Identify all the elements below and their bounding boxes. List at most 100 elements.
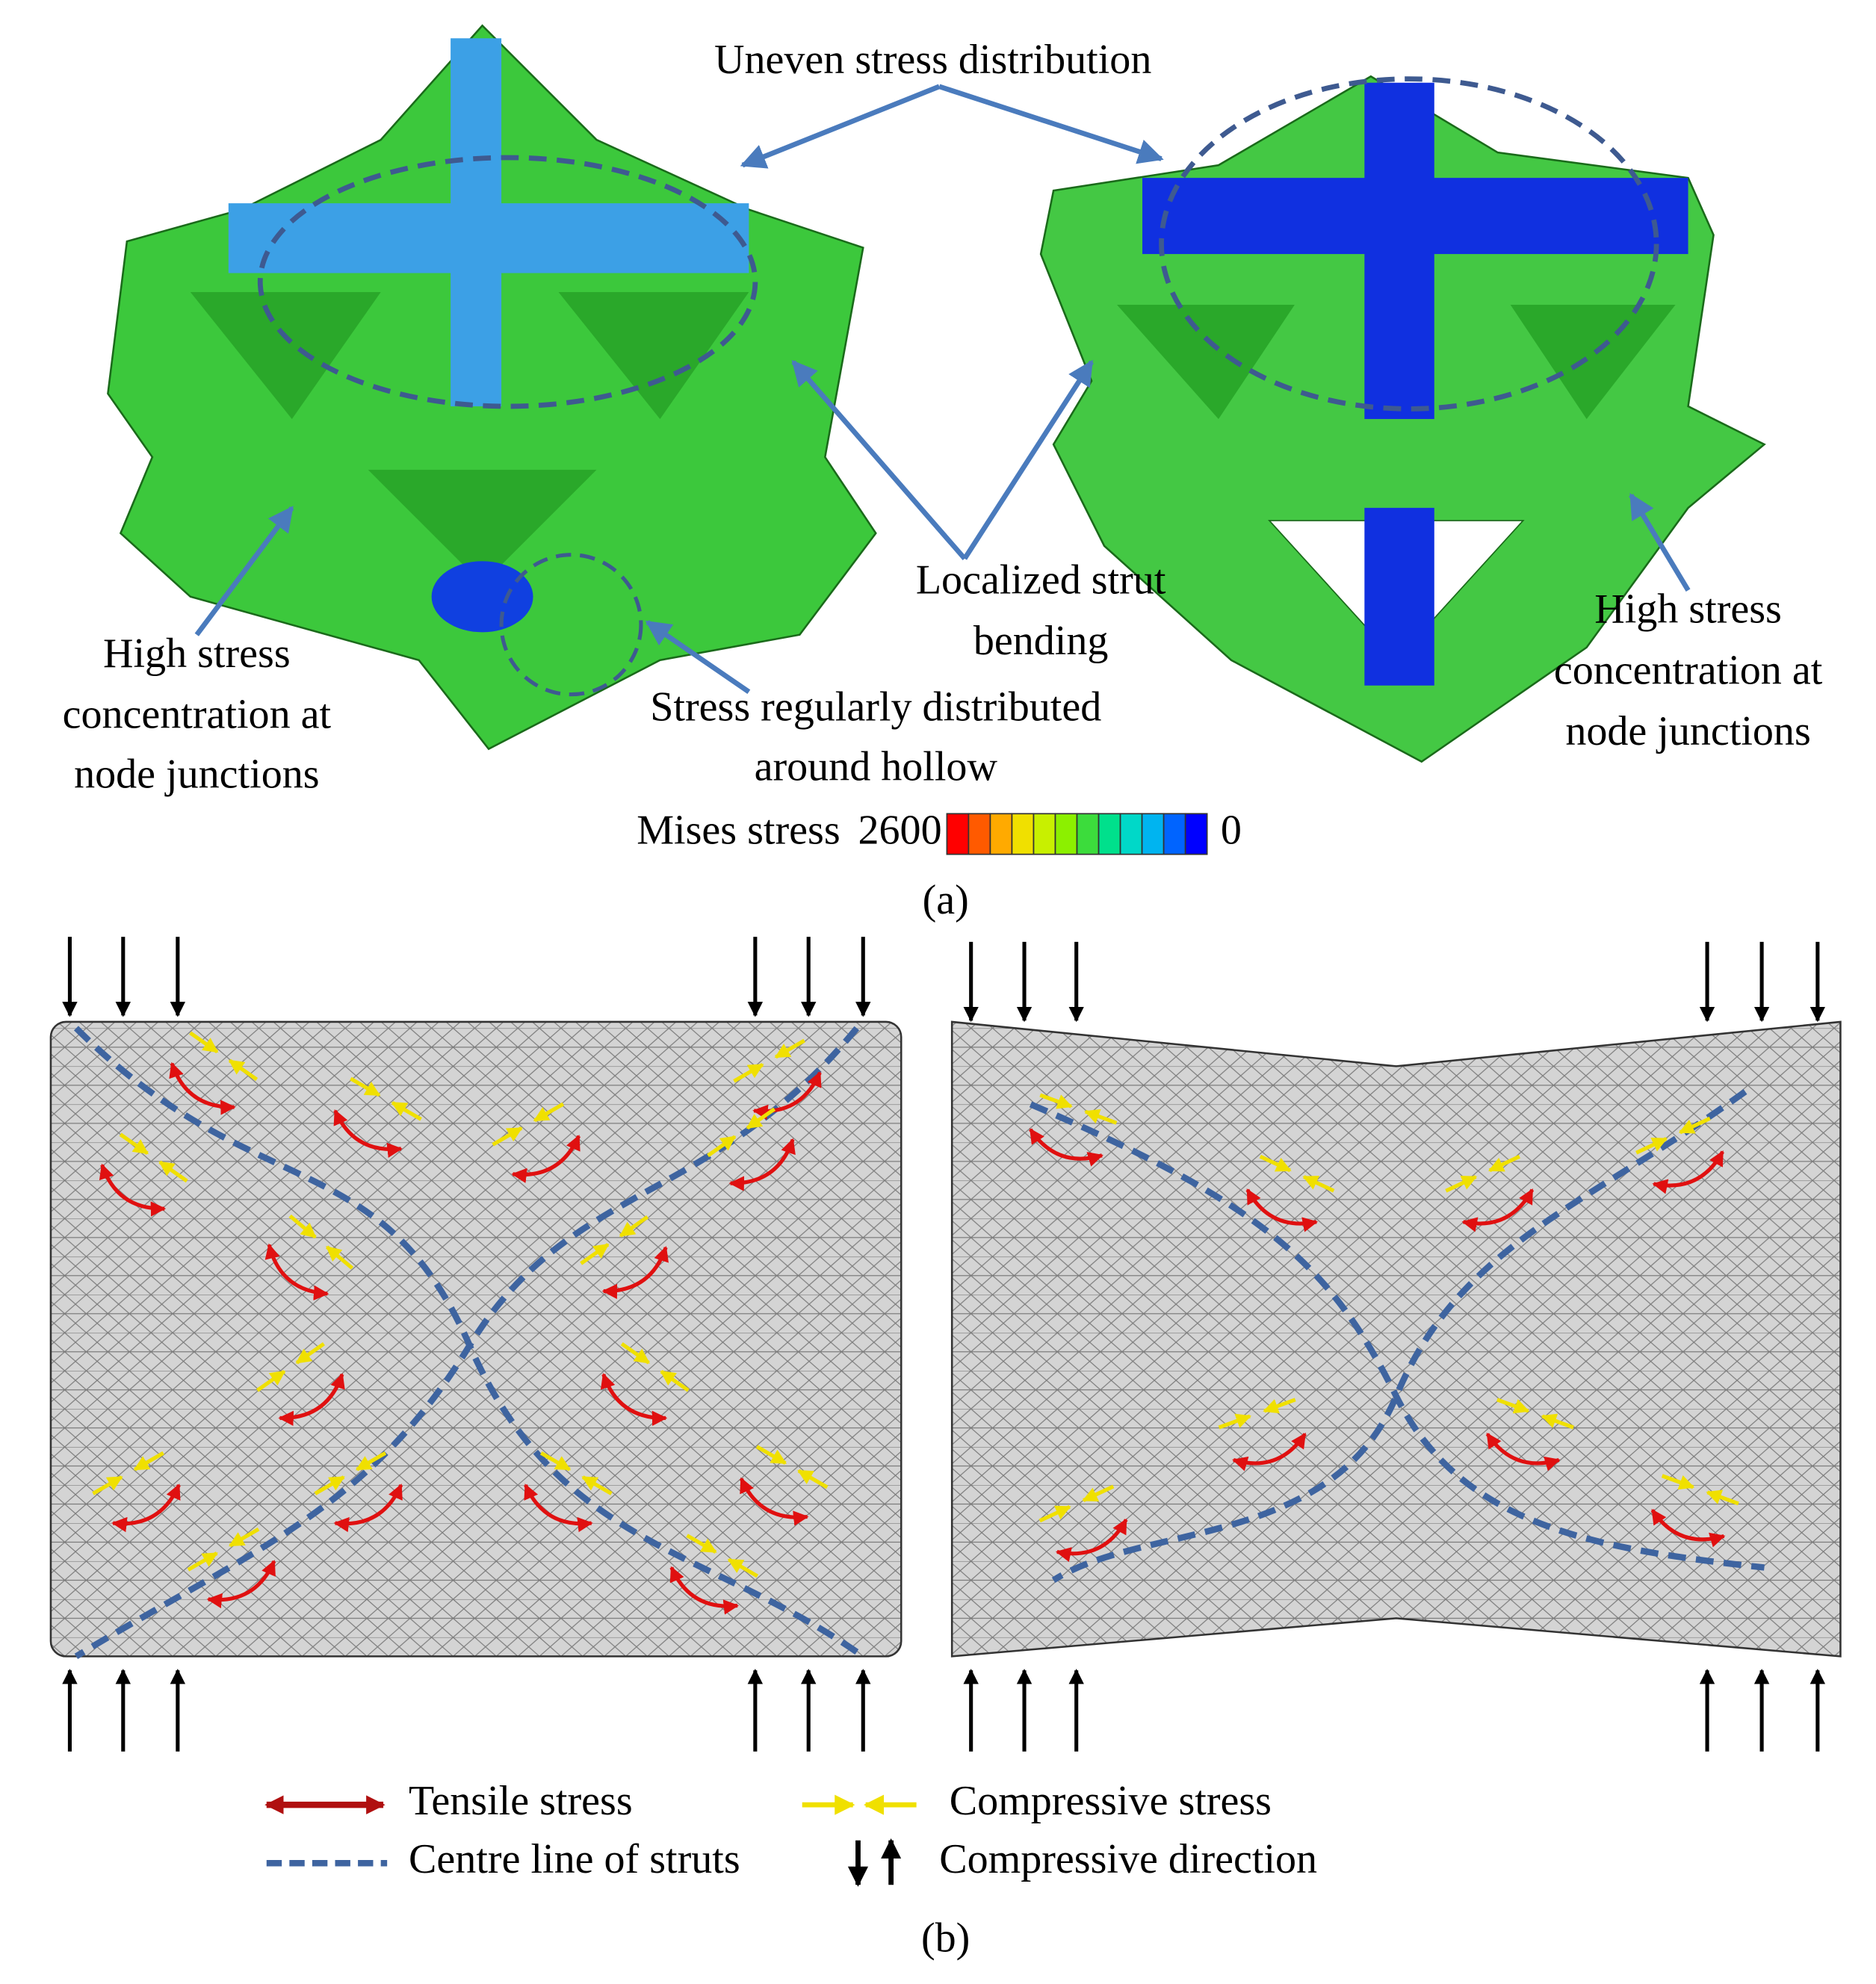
compressive-arrow [1488, 1154, 1520, 1173]
tensile-arrow [1029, 1128, 1103, 1167]
compressive-arrow [1496, 1398, 1530, 1414]
colorbar-cell [968, 813, 991, 855]
compressive-arrow [733, 1063, 764, 1083]
compressive-arrow [1635, 1137, 1668, 1155]
compressive-arrow [1706, 1489, 1739, 1506]
compressive-arrow [189, 1031, 219, 1054]
tensile-arrow [278, 1372, 345, 1426]
annotation: High stress [103, 630, 291, 677]
annotation: Stress regularly distributed [650, 684, 1101, 731]
compressive-arrow [1541, 1413, 1574, 1430]
compressive-arrow [539, 1451, 572, 1472]
annotation: node junctions [1565, 708, 1810, 754]
compressive-arrow [619, 1215, 649, 1238]
colorbar-cell [1011, 813, 1035, 855]
compressive-arrow [133, 1451, 164, 1472]
load-arrows [62, 937, 1826, 1752]
compressive-arrow [119, 1132, 149, 1156]
compressive-arrow [755, 1445, 787, 1465]
annotation: Localized strut [916, 557, 1166, 604]
colorbar-cell [1098, 813, 1121, 855]
compressive-arrow [707, 1135, 737, 1158]
compressive-arrow [92, 1475, 123, 1495]
tensile-arrow [752, 1071, 822, 1120]
colorbar-cell [946, 813, 970, 855]
tensile-arrow [111, 1484, 181, 1533]
callout-arrows [194, 84, 1691, 695]
tensile-arrow [1232, 1432, 1307, 1472]
compressive-arrow [686, 1534, 717, 1554]
left-mesh [49, 1020, 903, 1660]
tensile-arrow [333, 1109, 403, 1158]
left-lattice [107, 24, 877, 751]
compressive-arrow [256, 1369, 286, 1392]
tensile-arrow [99, 1163, 167, 1217]
tensile-arrow [524, 1484, 593, 1533]
compressive-arrow [746, 1107, 776, 1130]
compressive-arrow [580, 1243, 610, 1265]
colorbar-cell [1076, 813, 1100, 855]
compressive-arrow [1661, 1474, 1695, 1490]
colorbar-min: 0 [1221, 807, 1242, 853]
compressive-arrow [1084, 1109, 1118, 1125]
annotation: concentration at [63, 692, 332, 738]
tensile-arrow [1055, 1518, 1128, 1563]
compressive-arrow [228, 1058, 259, 1082]
legend-label: Compressive stress [950, 1778, 1272, 1824]
annotation: concentration at [1554, 647, 1823, 693]
colorbar-cell [1141, 813, 1165, 855]
colorbar-cell [1184, 813, 1208, 855]
tensile-arrow [601, 1246, 669, 1300]
compressive-arrow [1263, 1398, 1296, 1414]
compressive-arrow [325, 1245, 354, 1270]
tensile-arrow [511, 1134, 581, 1183]
legend-label: Tensile stress [409, 1778, 633, 1824]
annotation: bending [973, 618, 1109, 664]
colorbar-cell [989, 813, 1013, 855]
colorbar-max: 2600 [858, 807, 942, 853]
compressive-arrow [1445, 1175, 1478, 1193]
compressive-arrow [1259, 1154, 1292, 1173]
right-mesh [950, 1020, 1842, 1658]
tensile-arrow [600, 1372, 668, 1426]
colorbar-cell [1163, 813, 1186, 855]
compressive-arrow [660, 1369, 690, 1392]
colorbar [946, 813, 1208, 855]
compressive-arrow [1678, 1116, 1711, 1135]
annotation: around hollow [755, 743, 998, 790]
tensile-arrow [1650, 1508, 1726, 1548]
tensile-arrow [264, 1243, 329, 1301]
compressive-arrow [1082, 1484, 1115, 1502]
compressive-arrow [391, 1101, 422, 1121]
stress-arrows [92, 1031, 1739, 1615]
tensile-arrow [1461, 1188, 1535, 1233]
compressive-arrow [314, 1475, 345, 1495]
tensile-arrow [669, 1566, 740, 1615]
legend [264, 1794, 917, 1887]
compressive-arrow [727, 1557, 759, 1578]
compressive-arrow [1302, 1175, 1335, 1193]
legend-label: Compressive direction [939, 1836, 1317, 1882]
compressive-arrow [1038, 1504, 1071, 1523]
compressive-arrow [229, 1527, 260, 1548]
right-lattice [1039, 75, 1766, 763]
compressive-arrow [1039, 1093, 1073, 1109]
legend-label: Centre line of struts [409, 1836, 740, 1882]
panel-label: (a) [923, 877, 969, 923]
colorbar-title: Mises stress [637, 807, 840, 853]
compressive-arrow [295, 1342, 325, 1365]
compressive-arrow [288, 1214, 317, 1239]
annotation: node junctions [74, 751, 319, 798]
compressive-arrow [1218, 1413, 1251, 1430]
tensile-arrow [1245, 1188, 1319, 1233]
tensile-arrow [728, 1138, 796, 1191]
tensile-arrow [1485, 1432, 1561, 1472]
compressive-arrow [158, 1160, 188, 1183]
tensile-arrow [739, 1477, 809, 1526]
panel-label: (b) [921, 1915, 970, 1961]
tensile-arrow [206, 1560, 276, 1609]
tensile-arrow [333, 1484, 403, 1533]
compressive-arrow [797, 1469, 829, 1489]
